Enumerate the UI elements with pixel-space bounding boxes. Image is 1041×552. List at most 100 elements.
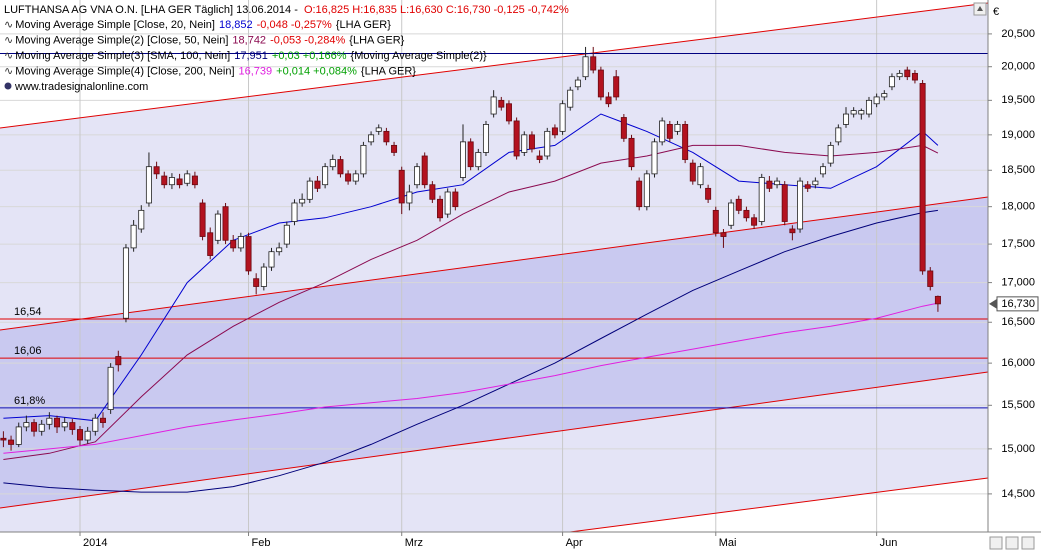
ma-line — [3, 144, 939, 460]
candle-body — [521, 134, 528, 153]
candle-body — [720, 232, 727, 237]
candle-body — [919, 83, 926, 272]
quote: O:16,825 H:16,835 L:16,630 C:16,730 -0,1… — [304, 4, 569, 16]
candle-body — [689, 162, 696, 182]
legend-icon: ∿ — [4, 50, 13, 62]
legend-tag: {Moving Average Simple(2)} — [351, 50, 487, 62]
legend-name: Moving Average Simple [Close, 20, Nein] — [15, 19, 215, 31]
candle-body — [789, 228, 796, 234]
candle-body — [437, 198, 444, 219]
candle-body — [743, 209, 750, 219]
candle-body — [191, 175, 198, 186]
candle-body — [176, 178, 183, 186]
y-tick-label: 15,000 — [1001, 443, 1035, 455]
trend-line — [0, 2, 989, 129]
candle-body — [31, 422, 38, 432]
candle-body — [812, 180, 819, 186]
y-tick-label: 14,500 — [1001, 488, 1035, 500]
legend-value: 16,739 — [239, 65, 273, 77]
candle-body — [444, 191, 451, 215]
candle-body — [873, 96, 880, 105]
legend-icon: ∿ — [4, 65, 13, 77]
y-tick-label: 18,000 — [1001, 201, 1035, 213]
collapse-icon — [977, 6, 983, 11]
candle-body — [820, 166, 827, 175]
price-label: 16,730 — [1001, 298, 1035, 310]
candle-body — [214, 213, 221, 241]
candle-body — [551, 127, 558, 136]
ma-line — [3, 302, 938, 454]
legend-change: +0,03 +0,166% — [272, 50, 347, 62]
candle-body — [314, 180, 321, 189]
candle-body — [513, 120, 520, 157]
candle-body — [728, 202, 735, 226]
candle-body — [38, 423, 45, 432]
candle-body — [268, 251, 275, 268]
candle-body — [904, 69, 911, 78]
x-tick-label: Apr — [566, 537, 583, 549]
trend-line — [569, 477, 989, 533]
candle-body — [459, 141, 466, 178]
candle-body — [797, 180, 804, 230]
candle-body — [827, 144, 834, 164]
trend-line — [0, 196, 989, 331]
zoom-button[interactable] — [1005, 536, 1019, 550]
legend-entry: ∿ Moving Average Simple(4) [Close, 200, N… — [4, 65, 416, 77]
candle-body — [559, 103, 566, 132]
candle-body — [505, 103, 512, 122]
legend-tag: {LHA GER} — [336, 19, 391, 31]
level-label: 61,8% — [14, 395, 45, 407]
candle-body — [467, 141, 474, 168]
candle-body — [705, 187, 712, 200]
candle-body — [475, 152, 482, 168]
candle-body — [490, 96, 497, 115]
x-tick-label: Mai — [719, 537, 737, 549]
candle-body — [145, 166, 152, 204]
legend-entry: ∿ Moving Average Simple(3) [SMA, 100, Nei… — [4, 50, 487, 62]
candle-body — [130, 224, 137, 249]
candle-body — [15, 426, 22, 445]
candle-body — [651, 141, 658, 175]
candle-body — [567, 89, 574, 108]
ma-line — [3, 209, 938, 493]
legend-name: Moving Average Simple(4) [Close, 200, Ne… — [15, 65, 234, 77]
candle-body — [230, 239, 237, 249]
x-tick-label: 2014 — [83, 537, 107, 549]
candle-body — [253, 278, 260, 287]
candle-body — [107, 366, 114, 410]
candle-body — [544, 130, 551, 157]
currency: € — [993, 6, 999, 18]
candle-body — [207, 232, 214, 256]
candle-body — [337, 159, 344, 175]
candle-body — [896, 72, 903, 78]
candle-body — [383, 130, 390, 143]
x-tick-label: Jun — [880, 537, 898, 549]
candle-body — [368, 134, 375, 143]
y-tick-label: 15,500 — [1001, 399, 1035, 411]
candle-body — [92, 417, 99, 432]
zoom-button[interactable] — [989, 536, 1003, 550]
candle-body — [322, 166, 329, 186]
levels: 16,54 16,06 61,8% — [0, 52, 988, 409]
legend-icon: ∿ — [4, 34, 13, 46]
candle-body — [329, 159, 336, 168]
legend-change: -0,048 -0,257% — [257, 19, 332, 31]
candle-body — [482, 124, 489, 153]
grid — [0, 0, 988, 532]
candle-body — [199, 202, 206, 237]
candle-body — [888, 76, 895, 88]
candle-body — [398, 169, 405, 204]
trend-channel — [0, 2, 989, 533]
x-tick-label: Feb — [252, 537, 271, 549]
candle-body — [122, 247, 129, 319]
candle-body — [54, 417, 61, 428]
legend-change: +0,014 +0,084% — [276, 65, 357, 77]
candle-body — [352, 173, 359, 182]
candle-body — [115, 356, 122, 366]
candle-body — [865, 99, 872, 115]
candle-body — [574, 79, 581, 88]
zoom-button[interactable] — [1021, 536, 1035, 550]
y-tick-label: 16,500 — [1001, 316, 1035, 328]
legend-value: 18,742 — [232, 34, 266, 46]
candle-body — [299, 198, 306, 204]
